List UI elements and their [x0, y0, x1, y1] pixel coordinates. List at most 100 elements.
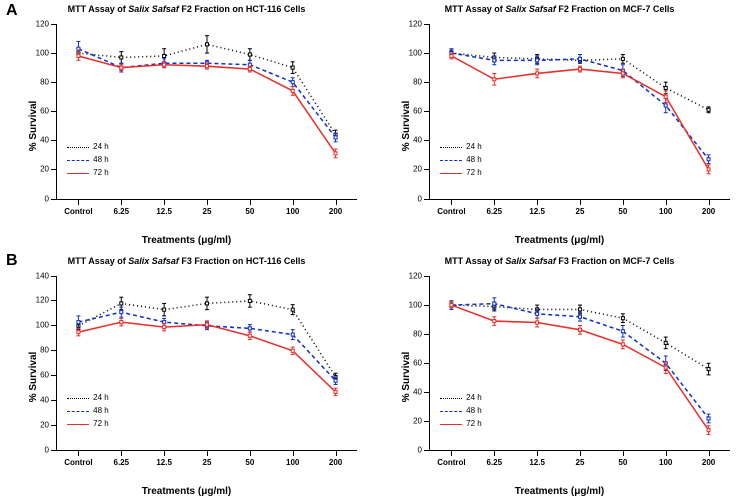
series-marker-h72: [579, 68, 582, 71]
x-tick-label: 6.25: [113, 458, 129, 467]
x-tick-label: 25: [576, 458, 585, 467]
x-tick: [451, 199, 452, 205]
chart-title: MTT Assay of Salix Safsaf F3 Fraction on…: [0, 256, 373, 266]
legend-item-24h: 24 h: [67, 392, 109, 404]
legend: 24 h48 h72 h: [67, 141, 109, 180]
series-line-h24: [78, 44, 335, 134]
series-marker-h72: [291, 89, 294, 92]
x-tick: [207, 450, 208, 456]
series-marker-h48: [536, 312, 539, 315]
y-tick-label: 120: [409, 20, 422, 29]
series-marker-h24: [206, 301, 209, 304]
x-tick-label: 100: [286, 207, 299, 216]
series-marker-h48: [579, 57, 582, 60]
series-marker-h72: [621, 72, 624, 75]
series-marker-h24: [664, 341, 667, 344]
series-marker-h24: [707, 367, 710, 370]
x-tick-label: 6.25: [486, 207, 502, 216]
series-marker-h48: [621, 329, 624, 332]
x-axis-label: Treatments (μg/ml): [373, 235, 746, 246]
y-tick-label: 20: [413, 416, 422, 425]
legend-item-24h: 24 h: [440, 392, 482, 404]
chart-B-right: MTT Assay of Salix Safsaf F3 Fraction on…: [373, 252, 746, 503]
legend-label: 24 h: [466, 392, 482, 404]
series-marker-h48: [493, 59, 496, 62]
series-marker-h24: [707, 108, 710, 111]
series-marker-h24: [664, 86, 667, 89]
y-tick-label: 40: [413, 136, 422, 145]
x-axis-label: Treatments (μg/ml): [373, 486, 746, 497]
y-axis-label: % Survival: [401, 352, 412, 403]
legend-label: 48 h: [93, 405, 109, 417]
chart-A-left: MTT Assay of Salix Safsaf F2 Fraction on…: [0, 0, 373, 252]
legend-label: 48 h: [466, 405, 482, 417]
y-tick-label: 80: [40, 78, 49, 87]
series-marker-h48: [77, 320, 80, 323]
legend-item-48h: 48 h: [67, 405, 109, 417]
legend-item-72h: 72 h: [67, 418, 109, 430]
series-marker-h24: [621, 57, 624, 60]
series-marker-h72: [579, 328, 582, 331]
x-tick: [78, 450, 79, 456]
legend-label: 24 h: [466, 141, 482, 153]
series-marker-h48: [707, 416, 710, 419]
x-tick-label: Control: [437, 458, 465, 467]
legend-item-48h: 48 h: [440, 154, 482, 166]
legend-label: 72 h: [466, 167, 482, 179]
x-tick-label: 6.25: [113, 207, 129, 216]
x-axis-label: Treatments (μg/ml): [0, 486, 373, 497]
x-tick: [666, 450, 667, 456]
series-line-h24: [78, 300, 335, 376]
x-tick-label: 25: [203, 458, 212, 467]
series-marker-h72: [493, 319, 496, 322]
series-marker-h72: [664, 366, 667, 369]
x-tick-label: Control: [437, 207, 465, 216]
series-marker-h48: [579, 315, 582, 318]
series-marker-h48: [707, 158, 710, 161]
x-tick-label: 100: [659, 458, 672, 467]
x-tick-label: 12.5: [156, 207, 172, 216]
chart-title: MTT Assay of Salix Safsaf F3 Fraction on…: [373, 256, 746, 266]
y-tick-label: 0: [418, 194, 422, 203]
y-tick-label: 80: [413, 329, 422, 338]
series-marker-h72: [291, 349, 294, 352]
x-tick: [250, 199, 251, 205]
series-marker-h72: [77, 54, 80, 57]
legend-label: 48 h: [466, 154, 482, 166]
y-tick-label: 20: [40, 421, 49, 430]
x-tick: [537, 199, 538, 205]
series-marker-h48: [334, 136, 337, 139]
chart-A-right: MTT Assay of Salix Safsaf F2 Fraction on…: [373, 0, 746, 252]
x-tick-label: 50: [618, 207, 627, 216]
x-tick-label: 100: [286, 458, 299, 467]
y-tick-label: 100: [36, 321, 49, 330]
x-tick-label: 50: [618, 458, 627, 467]
x-tick: [580, 450, 581, 456]
y-tick-label: 40: [40, 136, 49, 145]
x-tick: [494, 450, 495, 456]
x-axis-label: Treatments (μg/ml): [0, 235, 373, 246]
x-tick-label: 200: [702, 207, 715, 216]
series-marker-h24: [163, 308, 166, 311]
x-tick-label: 6.25: [486, 458, 502, 467]
series-marker-h48: [493, 302, 496, 305]
legend-item-72h: 72 h: [440, 167, 482, 179]
series-marker-h24: [163, 54, 166, 57]
legend-item-24h: 24 h: [67, 141, 109, 153]
legend-item-72h: 72 h: [440, 418, 482, 430]
y-tick-label: 0: [418, 446, 422, 455]
y-tick-label: 80: [40, 346, 49, 355]
y-tick-label: 20: [40, 165, 49, 174]
x-tick-label: Control: [64, 458, 92, 467]
y-tick-label: 0: [45, 194, 49, 203]
series-marker-h72: [334, 152, 337, 155]
series-line-h72: [451, 56, 708, 169]
series-marker-h24: [248, 53, 251, 56]
series-marker-h72: [248, 334, 251, 337]
y-tick: [424, 450, 430, 451]
y-tick-label: 20: [413, 165, 422, 174]
series-marker-h24: [206, 43, 209, 46]
series-marker-h72: [163, 63, 166, 66]
x-tick: [623, 450, 624, 456]
x-tick: [121, 199, 122, 205]
